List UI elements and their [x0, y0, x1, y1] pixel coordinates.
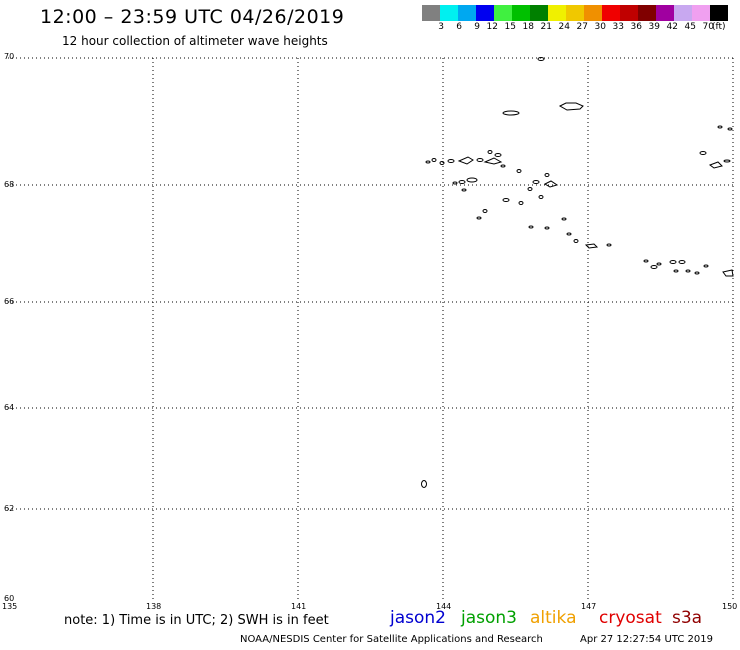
- longitude-label: 150: [722, 602, 738, 611]
- footnote: note: 1) Time is in UTC; 2) SWH is in fe…: [64, 613, 329, 628]
- colorbar-swatch: 15: [494, 5, 516, 32]
- legend-jason2: jason2: [390, 608, 446, 628]
- colorbar-swatch: 9: [458, 5, 480, 32]
- colorbar-swatch: 18: [512, 5, 534, 32]
- colorbar-swatch: 27: [566, 5, 588, 32]
- generated-timestamp: Apr 27 12:27:54 UTC 2019: [580, 634, 713, 645]
- longitude-label: 147: [581, 602, 597, 611]
- longitude-label: 135: [2, 602, 18, 611]
- colorbar-swatch: 70: [692, 5, 714, 32]
- latitude-label: 60: [4, 594, 15, 603]
- latitude-label: 68: [4, 180, 15, 189]
- colorbar-swatch: 39: [638, 5, 660, 32]
- latitude-label: 64: [4, 403, 15, 412]
- legend-jason3: jason3: [461, 608, 517, 628]
- latitude-label: 66: [4, 297, 15, 306]
- wave-height-colorbar: 3 6 9 12 15 18 21 24 27 30 33 36 39 42 4…: [422, 5, 728, 32]
- latitude-gridlines: [8, 57, 735, 510]
- legend-altika: altika: [530, 608, 577, 628]
- longitude-label: 138: [146, 602, 162, 611]
- colorbar-swatch: 21: [530, 5, 552, 32]
- map-title: 12:00 – 23:59 UTC 04/26/2019: [40, 6, 345, 28]
- credit-line: NOAA/NESDIS Center for Satellite Applica…: [240, 634, 543, 645]
- longitude-gridlines: [152, 58, 734, 600]
- colorbar-swatch: 12: [476, 5, 498, 32]
- legend-cryosat: cryosat: [599, 608, 662, 628]
- longitude-label: 141: [291, 602, 307, 611]
- colorbar-swatch: 36: [620, 5, 642, 32]
- colorbar-unit: (ft): [712, 22, 726, 32]
- latitude-label: 70: [4, 52, 15, 61]
- longitude-label: 144: [436, 602, 452, 611]
- colorbar-swatch: 33: [602, 5, 624, 32]
- coastline-outlines: [421, 57, 734, 488]
- colorbar-swatch: 30: [584, 5, 606, 32]
- colorbar-swatch: 3: [422, 5, 444, 32]
- legend-s3a: s3a: [672, 608, 703, 628]
- colorbar-swatch: 42: [656, 5, 678, 32]
- colorbar-swatch: [710, 5, 728, 21]
- colorbar-swatch: 45: [674, 5, 696, 32]
- colorbar-swatch: 6: [440, 5, 462, 32]
- map-subtitle: 12 hour collection of altimeter wave hei…: [62, 34, 328, 48]
- latitude-label: 62: [4, 504, 15, 513]
- colorbar-swatch: 24: [548, 5, 570, 32]
